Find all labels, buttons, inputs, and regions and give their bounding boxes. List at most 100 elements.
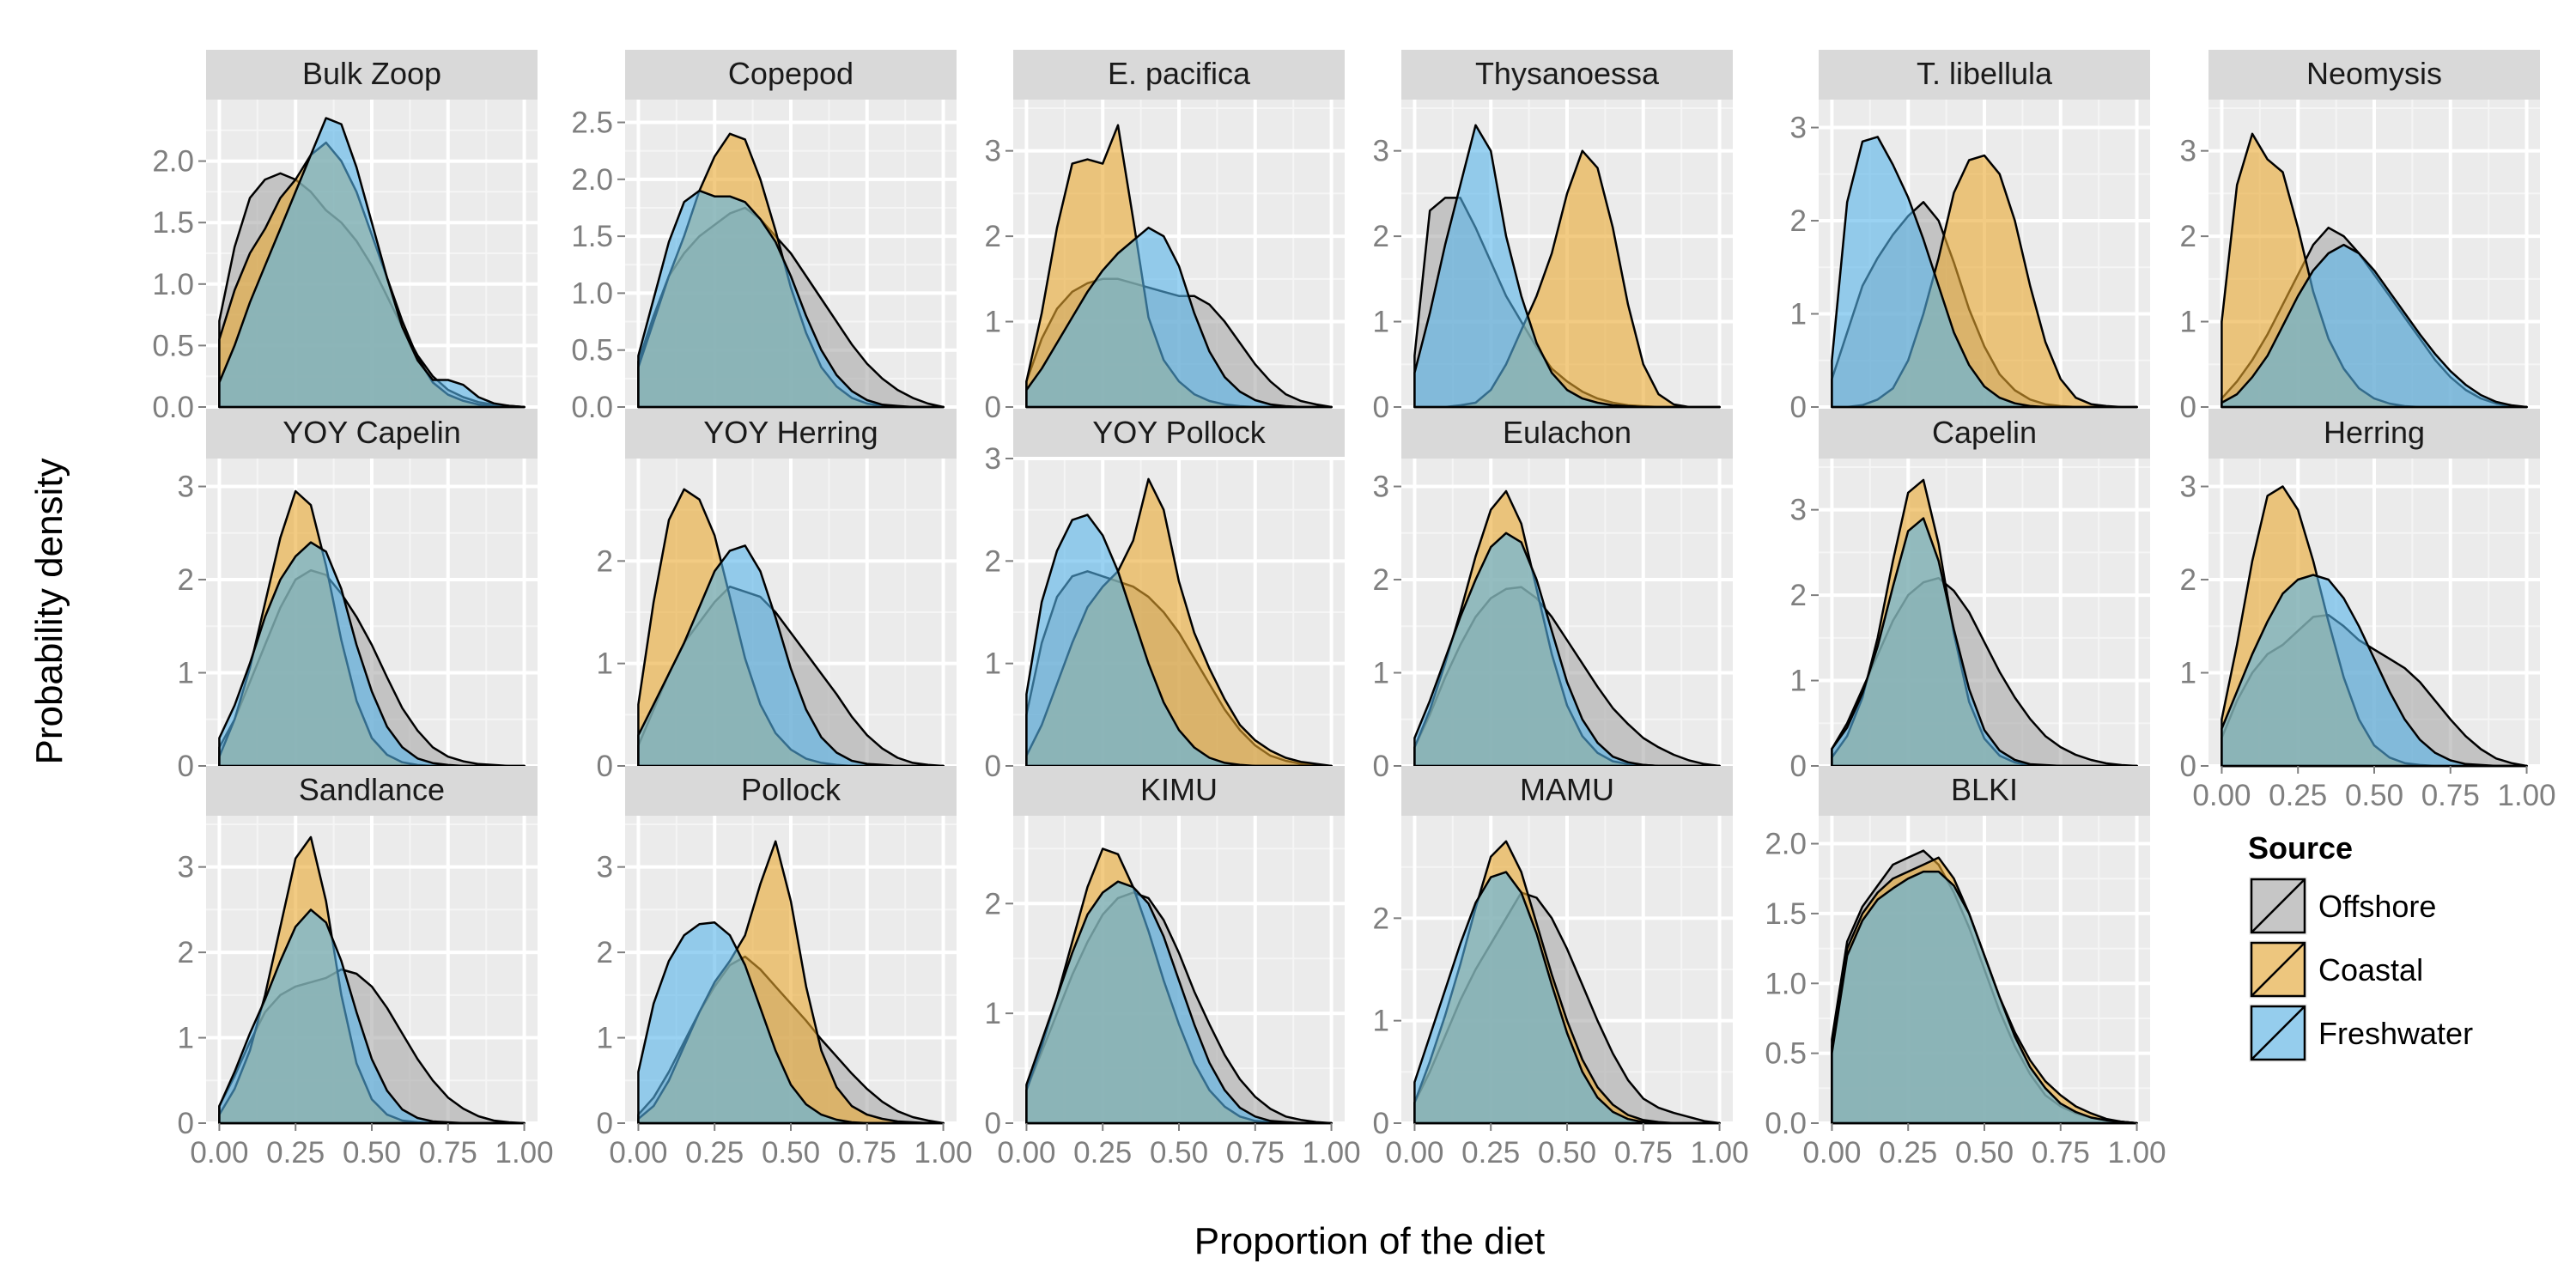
legend-key-line [2251, 878, 2306, 933]
y-axis-title: Probability density [28, 458, 70, 764]
legend: Source Offshore Coastal Freshwater [2247, 830, 2473, 1064]
x-tick-label: 1.00 [495, 1136, 553, 1170]
facet-strip [1819, 766, 2150, 816]
facet-title: KIMU [1140, 772, 1218, 807]
y-tick-label: 2 [985, 544, 1001, 578]
y-tick-label: 1.5 [152, 206, 194, 240]
facet-strip [206, 766, 538, 816]
legend-label: Coastal [2318, 952, 2423, 987]
facet-panel: Capelin 0 1 2 3 [1790, 409, 2150, 783]
facet-title: Neomysis [2306, 56, 2442, 91]
x-tick-label: 0.00 [190, 1136, 248, 1170]
x-tick-label: 0.25 [1879, 1136, 1937, 1170]
density-area-freshwater [637, 921, 945, 1125]
y-tick-label: 1 [1373, 306, 1389, 339]
y-tick-label: 0 [985, 750, 1001, 783]
y-tick-label: 3 [178, 471, 194, 504]
y-tick-label: 1 [178, 1022, 194, 1055]
x-tick-label: 0.25 [266, 1136, 325, 1170]
facet-strip [206, 409, 538, 459]
y-tick-label: 3 [985, 442, 1001, 476]
facet-title: Copepod [728, 56, 854, 91]
facet-panel: Thysanoessa 0 1 2 3 [1373, 50, 1733, 424]
y-tick-label: 3 [985, 135, 1001, 168]
facet-title: MAMU [1520, 772, 1614, 807]
y-tick-label: 1 [2180, 306, 2196, 339]
y-tick-label: 2 [985, 220, 1001, 253]
facet-strip [1013, 409, 1345, 459]
y-tick-label: 2.0 [152, 145, 194, 179]
y-tick-label: 1 [1373, 1005, 1389, 1038]
y-tick-label: 0.5 [1765, 1037, 1807, 1071]
x-tick-label: 0.00 [997, 1136, 1055, 1170]
y-tick-label: 0.0 [571, 391, 613, 424]
facet-title: YOY Capelin [283, 415, 460, 450]
y-tick-label: 1 [1790, 665, 1807, 698]
y-tick-label: 1.0 [152, 268, 194, 301]
legend-label: Offshore [2318, 889, 2436, 924]
y-tick-label: 1 [985, 997, 1001, 1030]
x-tick-label: 0.00 [1802, 1136, 1861, 1170]
facet-strip [625, 766, 957, 816]
facet-strip [206, 50, 538, 100]
facet-title: Thysanoessa [1475, 56, 1660, 91]
x-tick-label: 0.50 [343, 1136, 401, 1170]
facet-title: Sandlance [299, 772, 445, 807]
y-tick-label: 1.0 [1765, 967, 1807, 1000]
legend-label: Freshwater [2318, 1016, 2473, 1051]
y-tick-label: 2 [1790, 579, 1807, 612]
y-tick-label: 1 [178, 657, 194, 690]
y-tick-label: 1 [1790, 298, 1807, 331]
facet-strip [2208, 409, 2540, 459]
y-tick-label: 2 [597, 936, 613, 969]
facet-panel: YOY Capelin 0 1 2 3 [178, 409, 538, 783]
facet-title: Bulk Zoop [302, 56, 441, 91]
y-tick-label: 2 [1790, 204, 1807, 238]
x-tick-label: 0.50 [762, 1136, 820, 1170]
y-tick-label: 0 [1373, 1107, 1389, 1140]
density-area-freshwater [2221, 243, 2528, 409]
y-tick-label: 2.0 [1765, 828, 1807, 861]
facet-panel: E. pacifica 0 1 2 3 [985, 50, 1345, 424]
facet-title: YOY Herring [703, 415, 878, 450]
y-tick-label: 0 [178, 1107, 194, 1140]
facet-panel: Neomysis 0 1 2 3 [2180, 50, 2540, 424]
x-tick-label: 0.25 [685, 1136, 744, 1170]
y-tick-label: 0.5 [152, 329, 194, 362]
facet-panel: Sandlance 0 1 2 3 0.00 0.25 0.50 0.75 1.00 [178, 766, 554, 1170]
legend-item-freshwater: Freshwater [2247, 1002, 2473, 1064]
x-tick-label: 1.00 [2107, 1136, 2166, 1170]
x-tick-label: 1.00 [1302, 1136, 1360, 1170]
facet-title: Herring [2324, 415, 2425, 450]
facet-strip [1013, 766, 1345, 816]
y-tick-label: 0 [597, 750, 613, 783]
y-tick-label: 1.5 [1765, 897, 1807, 931]
y-tick-label: 0 [2180, 391, 2196, 424]
facet-panel: Bulk Zoop 0.0 0.5 1.0 1.5 2.0 [152, 50, 538, 424]
y-tick-label: 3 [1790, 494, 1807, 527]
density-area-freshwater [218, 117, 526, 409]
facet-strip [1401, 50, 1733, 100]
y-tick-label: 2.0 [571, 163, 613, 197]
facet-panel: YOY Herring 0 1 2 [597, 409, 957, 783]
x-tick-label: 0.75 [1226, 1136, 1285, 1170]
x-tick-label: 0.75 [1614, 1136, 1673, 1170]
y-tick-label: 0 [597, 1107, 613, 1140]
facet-strip [1819, 50, 2150, 100]
facet-title: BLKI [1951, 772, 2018, 807]
x-tick-label: 0.75 [2421, 779, 2480, 812]
y-tick-label: 2 [597, 544, 613, 578]
facet-panel: YOY Pollock 0 1 2 3 [985, 409, 1345, 783]
facet-panel: T. libellula 0 1 2 3 [1790, 50, 2150, 424]
x-tick-label: 0.25 [2269, 779, 2327, 812]
legend-title: Source [2248, 830, 2353, 866]
legend-key-line [2251, 942, 2306, 997]
facet-panel: Pollock 0 1 2 3 0.00 0.25 0.50 0.75 1.00 [597, 766, 973, 1170]
facet-title: Capelin [1932, 415, 2037, 450]
y-tick-label: 2 [2180, 563, 2196, 597]
y-tick-label: 1 [985, 306, 1001, 339]
x-tick-label: 1.00 [2497, 779, 2555, 812]
y-tick-label: 3 [2180, 135, 2196, 168]
y-tick-label: 2.5 [571, 106, 613, 140]
density-area-freshwater [1413, 871, 1721, 1125]
